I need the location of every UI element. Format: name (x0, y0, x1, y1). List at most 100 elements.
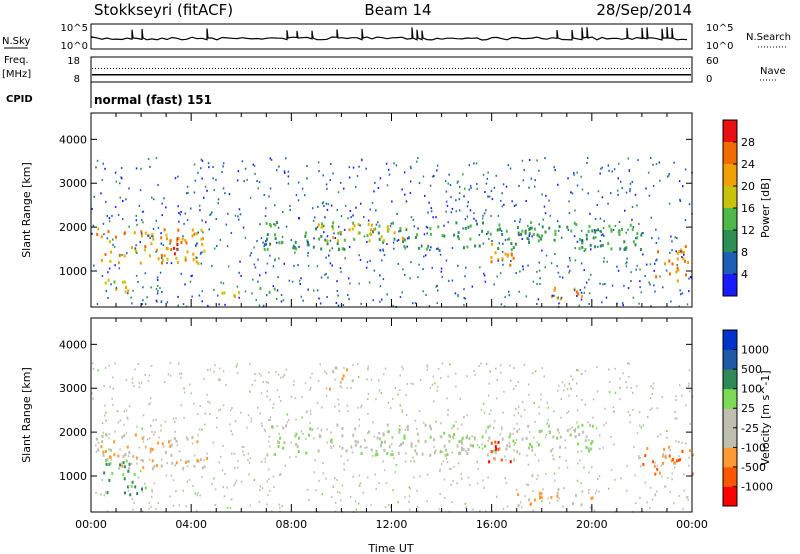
range-cell (668, 445, 671, 449)
range-cell (269, 416, 272, 419)
range-cell (675, 399, 677, 402)
range-cell (465, 435, 468, 439)
y-tick-label: 2000 (59, 426, 87, 439)
range-cell (133, 473, 136, 476)
range-cell (674, 236, 676, 239)
range-cell (278, 257, 280, 260)
range-cell (540, 496, 543, 500)
range-cell (273, 403, 275, 406)
range-cell (676, 266, 679, 270)
range-cell (144, 303, 147, 306)
range-cell (439, 253, 442, 256)
range-cell (593, 229, 596, 232)
range-cell (199, 209, 201, 212)
range-cell (158, 436, 160, 439)
range-cell (256, 180, 258, 182)
range-cell (190, 207, 192, 210)
range-cell (639, 465, 642, 468)
range-cell (485, 182, 488, 185)
range-cell (388, 168, 390, 171)
range-cell (515, 203, 517, 206)
range-cell (314, 216, 316, 219)
range-cell (287, 419, 290, 421)
range-cell (608, 380, 611, 383)
range-cell (203, 377, 205, 380)
range-cell (329, 249, 331, 252)
range-cell (177, 205, 179, 208)
power-colorbar-tick: 4 (741, 268, 748, 281)
range-cell (536, 270, 538, 273)
range-cell (607, 164, 610, 167)
range-cell (484, 280, 487, 283)
range-cell (376, 436, 379, 440)
range-cell (197, 231, 199, 234)
range-cell (378, 224, 381, 228)
range-cell (625, 191, 628, 194)
range-cell (664, 262, 666, 266)
range-cell (459, 398, 461, 400)
range-cell (165, 233, 168, 237)
range-cell (309, 386, 312, 389)
range-cell (404, 193, 406, 196)
range-cell (437, 225, 440, 229)
range-cell (519, 501, 522, 504)
range-cell (409, 165, 412, 168)
range-cell (121, 435, 124, 439)
range-cell (175, 256, 178, 260)
range-cell (408, 486, 410, 489)
range-cell (264, 430, 267, 433)
range-cell (314, 459, 316, 462)
range-cell (206, 189, 208, 192)
range-cell (560, 416, 562, 419)
range-cell (100, 445, 103, 449)
range-cell (134, 485, 137, 489)
range-cell (383, 449, 386, 452)
range-cell (230, 232, 233, 234)
range-cell (681, 441, 683, 444)
range-cell (463, 297, 465, 299)
range-cell (576, 382, 578, 385)
range-cell (469, 443, 472, 447)
range-cell (406, 383, 408, 385)
range-cell (283, 374, 286, 377)
range-cell (326, 187, 328, 190)
range-cell (340, 270, 342, 273)
range-cell (567, 229, 570, 231)
range-cell (494, 445, 497, 449)
range-cell (95, 450, 98, 453)
range-cell (330, 439, 332, 443)
range-cell (141, 490, 144, 493)
range-cell (138, 446, 141, 449)
range-cell (217, 294, 219, 297)
range-cell (366, 476, 369, 479)
range-cell (209, 413, 211, 415)
range-cell (380, 440, 383, 444)
range-cell (323, 231, 325, 234)
range-cell (353, 237, 356, 241)
range-cell (460, 446, 463, 450)
station-title: Stokkseyri (fitACF) (94, 1, 233, 19)
range-cell (628, 170, 631, 173)
freq-unit: [MHz] (2, 69, 31, 80)
range-cell (192, 252, 195, 256)
range-cell (103, 471, 106, 475)
range-cell (578, 247, 581, 251)
range-cell (191, 436, 194, 440)
range-cell (203, 459, 205, 462)
range-cell (381, 298, 383, 301)
range-cell (495, 397, 498, 400)
range-cell (125, 409, 128, 412)
range-cell (116, 410, 119, 413)
range-cell (340, 499, 342, 502)
range-cell (625, 248, 627, 251)
range-cell (151, 495, 153, 498)
range-cell (537, 459, 540, 462)
range-cell (688, 277, 690, 280)
range-cell (688, 449, 691, 453)
range-cell (656, 467, 659, 471)
range-cell (357, 502, 360, 505)
range-cell (148, 501, 151, 504)
range-cell (522, 265, 524, 268)
range-cell (577, 442, 579, 446)
range-cell (117, 421, 120, 424)
